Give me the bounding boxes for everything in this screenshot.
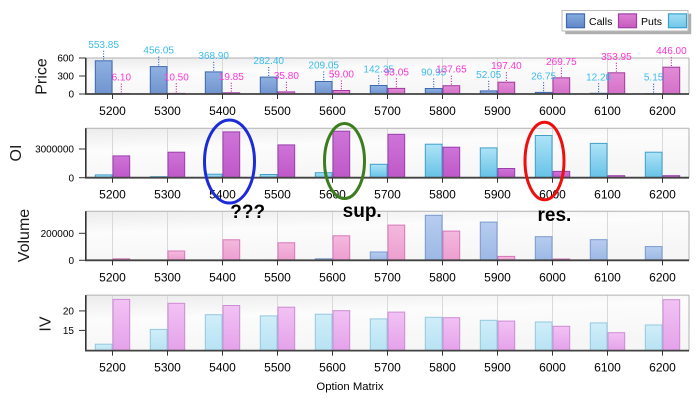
svg-text:Puts: Puts bbox=[641, 16, 662, 28]
svg-text:15: 15 bbox=[63, 326, 75, 337]
svg-text:600: 600 bbox=[57, 54, 74, 65]
svg-text:209.05: 209.05 bbox=[308, 61, 339, 72]
svg-text:6100: 6100 bbox=[594, 104, 621, 118]
svg-text:???: ??? bbox=[230, 202, 265, 223]
svg-text:200000: 200000 bbox=[41, 229, 75, 240]
svg-text:6200: 6200 bbox=[649, 187, 676, 201]
svg-text:59.00: 59.00 bbox=[329, 70, 354, 81]
svg-text:5900: 5900 bbox=[484, 104, 511, 118]
svg-text:5900: 5900 bbox=[484, 270, 511, 284]
svg-text:35.80: 35.80 bbox=[274, 71, 299, 82]
svg-text:5500: 5500 bbox=[264, 104, 291, 118]
svg-text:5200: 5200 bbox=[99, 187, 126, 201]
svg-text:6.10: 6.10 bbox=[112, 73, 132, 84]
svg-text:5400: 5400 bbox=[209, 104, 236, 118]
svg-text:10.50: 10.50 bbox=[164, 72, 189, 83]
svg-text:Option Matrix: Option Matrix bbox=[316, 381, 384, 393]
svg-text:5700: 5700 bbox=[374, 187, 401, 201]
svg-text:0: 0 bbox=[68, 256, 74, 267]
svg-text:6100: 6100 bbox=[594, 187, 621, 201]
svg-text:5700: 5700 bbox=[374, 361, 401, 375]
svg-text:5600: 5600 bbox=[319, 104, 346, 118]
svg-text:5400: 5400 bbox=[209, 270, 236, 284]
svg-text:6100: 6100 bbox=[594, 361, 621, 375]
svg-text:456.05: 456.05 bbox=[143, 46, 174, 57]
svg-text:368.90: 368.90 bbox=[198, 51, 229, 62]
svg-text:12.20: 12.20 bbox=[586, 72, 611, 83]
svg-text:3000000: 3000000 bbox=[35, 145, 74, 156]
svg-text:300: 300 bbox=[57, 72, 74, 83]
svg-text:353.95: 353.95 bbox=[601, 52, 632, 63]
svg-text:5800: 5800 bbox=[429, 361, 456, 375]
svg-text:6000: 6000 bbox=[539, 270, 566, 284]
svg-text:Volume: Volume bbox=[16, 209, 33, 262]
svg-text:282.40: 282.40 bbox=[253, 56, 284, 67]
svg-text:20: 20 bbox=[63, 307, 75, 318]
svg-text:5800: 5800 bbox=[429, 270, 456, 284]
svg-text:5600: 5600 bbox=[319, 361, 346, 375]
svg-text:5700: 5700 bbox=[374, 270, 401, 284]
svg-text:5700: 5700 bbox=[374, 104, 401, 118]
svg-text:0: 0 bbox=[68, 90, 74, 101]
svg-text:142.35: 142.35 bbox=[363, 65, 394, 76]
svg-text:5400: 5400 bbox=[209, 361, 236, 375]
svg-text:5800: 5800 bbox=[429, 104, 456, 118]
svg-text:5900: 5900 bbox=[484, 187, 511, 201]
svg-text:5200: 5200 bbox=[99, 104, 126, 118]
svg-text:5300: 5300 bbox=[154, 187, 181, 201]
svg-text:5300: 5300 bbox=[154, 361, 181, 375]
svg-text:446.00: 446.00 bbox=[656, 46, 687, 57]
svg-text:5600: 5600 bbox=[319, 270, 346, 284]
svg-text:6100: 6100 bbox=[594, 270, 621, 284]
svg-text:OI: OI bbox=[8, 145, 25, 162]
svg-text:5.15: 5.15 bbox=[644, 73, 664, 84]
svg-text:52.05: 52.05 bbox=[476, 70, 501, 81]
svg-text:5200: 5200 bbox=[99, 361, 126, 375]
svg-text:5300: 5300 bbox=[154, 270, 181, 284]
svg-text:5500: 5500 bbox=[264, 187, 291, 201]
svg-text:5500: 5500 bbox=[264, 361, 291, 375]
svg-text:5300: 5300 bbox=[154, 104, 181, 118]
svg-text:6200: 6200 bbox=[649, 270, 676, 284]
svg-text:5800: 5800 bbox=[429, 187, 456, 201]
svg-text:197.40: 197.40 bbox=[491, 61, 522, 72]
svg-text:6000: 6000 bbox=[539, 361, 566, 375]
svg-text:269.75: 269.75 bbox=[546, 57, 577, 68]
svg-text:5200: 5200 bbox=[99, 270, 126, 284]
svg-text:0: 0 bbox=[68, 173, 74, 184]
svg-text:6000: 6000 bbox=[539, 104, 566, 118]
svg-text:5900: 5900 bbox=[484, 361, 511, 375]
svg-text:26.75: 26.75 bbox=[531, 71, 556, 82]
svg-text:553.85: 553.85 bbox=[88, 40, 119, 51]
svg-text:6200: 6200 bbox=[649, 361, 676, 375]
svg-text:Price: Price bbox=[34, 58, 51, 95]
svg-text:sup.: sup. bbox=[343, 201, 382, 222]
svg-text:5500: 5500 bbox=[264, 270, 291, 284]
svg-text:90.95: 90.95 bbox=[421, 68, 446, 79]
svg-text:Calls: Calls bbox=[589, 16, 612, 28]
svg-text:IV: IV bbox=[38, 316, 55, 331]
svg-text:19.85: 19.85 bbox=[219, 72, 244, 83]
svg-text:93.05: 93.05 bbox=[384, 67, 409, 78]
svg-text:137.65: 137.65 bbox=[436, 65, 467, 76]
svg-text:res.: res. bbox=[537, 205, 571, 226]
svg-text:6200: 6200 bbox=[649, 104, 676, 118]
